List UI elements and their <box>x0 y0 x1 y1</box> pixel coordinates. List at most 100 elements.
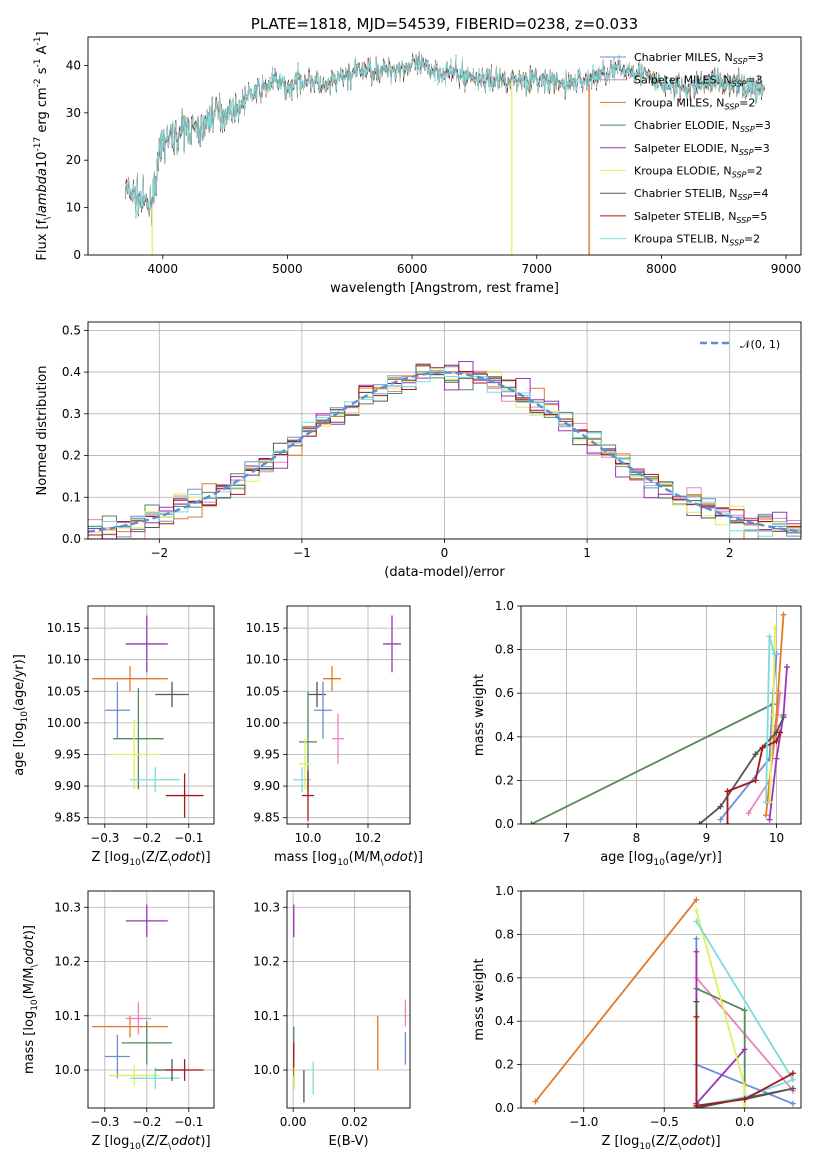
weight-marker <box>693 907 700 914</box>
axes-frame <box>520 890 802 1109</box>
y-tick-label: 10.3 <box>253 900 280 914</box>
weight-marker <box>772 624 779 631</box>
y-tick-label: 10.10 <box>246 653 280 667</box>
x-tick-label: 8 <box>633 831 641 845</box>
weight-marker <box>773 755 780 762</box>
weight-marker <box>724 821 731 824</box>
legend-label: Salpeter MILES, NSSP=3 <box>634 74 763 89</box>
plot-area <box>528 611 790 824</box>
x-tick-label: 0 <box>441 546 449 560</box>
axes-frame <box>286 890 411 1109</box>
y-tick-label: 0.2 <box>495 1058 514 1072</box>
axes-frame <box>87 890 215 1109</box>
x-tick-label: −0.3 <box>90 1115 119 1129</box>
x-tick-label: −1.0 <box>569 1115 598 1129</box>
axes-frame <box>286 605 411 825</box>
x-tick-label: 9000 <box>771 262 802 276</box>
y-axis-label: Normed distribution <box>35 366 50 496</box>
x-tick-label: −0.3 <box>90 831 119 845</box>
plot-area <box>293 615 401 821</box>
plot-area <box>92 904 204 1090</box>
weight-line <box>534 899 698 1103</box>
y-axis-label: mass weight <box>472 958 487 1040</box>
x-tick-label: 5000 <box>272 262 303 276</box>
y-tick-label: 0.6 <box>495 686 514 700</box>
weight-marker <box>696 821 703 824</box>
legend-label: Salpeter STELIB, NSSP=5 <box>634 210 767 225</box>
plot-area <box>88 361 801 539</box>
weight-line <box>747 693 781 814</box>
y-tick-label: 0.0 <box>62 532 81 546</box>
y-tick-label: 10.2 <box>253 955 280 969</box>
y-tick-label: 10.05 <box>246 684 280 698</box>
y-tick-label: 0.8 <box>495 643 514 657</box>
weight-marker <box>724 788 731 795</box>
y-tick-label: 0.2 <box>495 773 514 787</box>
weight-marker <box>693 935 700 942</box>
legend-label: Kroupa MILES, NSSP=2 <box>634 96 755 111</box>
y-tick-label: 9.85 <box>54 811 81 825</box>
axes-frame <box>520 605 802 825</box>
legend-label: Chabrier STELIB, NSSP=4 <box>634 187 768 202</box>
y-tick-label: 0.4 <box>62 365 81 379</box>
x-tick-label: 10.2 <box>355 831 382 845</box>
x-tick-label: 9 <box>703 831 711 845</box>
weight-marker <box>741 1105 748 1108</box>
y-tick-label: 0.4 <box>495 1014 514 1028</box>
y-axis-label: mass [log10​(M/M\​odot)] <box>22 925 40 1074</box>
weight-marker <box>717 803 724 810</box>
weight-marker <box>741 1083 748 1090</box>
y-tick-label: 0.3 <box>62 407 81 421</box>
x-axis-label: Z [log10​(Z/Z\​odot)] <box>91 850 210 868</box>
x-axis-label: E(B-V) <box>328 1134 368 1149</box>
weight-marker <box>528 821 535 824</box>
x-tick-label: 0.00 <box>280 1115 307 1129</box>
weight-marker <box>717 816 724 823</box>
y-tick-label: 0.8 <box>495 927 514 941</box>
x-tick-label: −0.2 <box>132 1115 161 1129</box>
weight-marker <box>789 1070 796 1077</box>
x-tick-label: −0.1 <box>174 1115 203 1129</box>
legend-label: Chabrier MILES, NSSP=3 <box>634 51 764 66</box>
y-tick-label: 0.1 <box>62 490 81 504</box>
weight-marker <box>766 816 773 823</box>
weight-marker <box>789 1076 796 1083</box>
x-tick-label: 7000 <box>521 262 552 276</box>
x-tick-label: −1 <box>293 546 311 560</box>
x-axis-label: wavelength [Angstrom, rest frame] <box>330 281 559 296</box>
weight-marker <box>789 1085 796 1092</box>
weight-marker <box>745 810 752 817</box>
y-tick-label: 10 <box>66 201 81 215</box>
weight-marker <box>741 1096 748 1103</box>
x-axis-label: age [log10​(age/yr)] <box>600 850 722 868</box>
x-tick-label: 1 <box>583 546 591 560</box>
weight-marker <box>780 714 787 721</box>
weight-line <box>695 910 746 1108</box>
y-tick-label: 10.00 <box>246 716 280 730</box>
y-tick-label: 30 <box>66 106 81 120</box>
y-tick-label: 9.95 <box>54 747 81 761</box>
legend-label: Kroupa ELODIE, NSSP=2 <box>634 165 763 180</box>
plot-area <box>532 896 796 1108</box>
y-tick-label: 9.95 <box>253 747 280 761</box>
weight-marker <box>763 812 769 819</box>
x-tick-label: 7 <box>563 831 571 845</box>
y-tick-label: 0.2 <box>62 449 81 463</box>
legend-label: Kroupa STELIB, NSSP=2 <box>634 233 760 248</box>
weight-line <box>768 666 788 820</box>
weight-marker <box>763 799 769 806</box>
x-tick-label: 0.02 <box>341 1115 368 1129</box>
y-axis-label: mass weight <box>472 674 487 756</box>
plot-area <box>125 51 765 255</box>
weight-marker <box>766 633 773 640</box>
y-tick-label: 1.0 <box>495 599 514 613</box>
weight-line <box>695 1016 794 1107</box>
weight-marker <box>773 738 780 745</box>
weight-marker <box>741 1046 748 1053</box>
y-tick-label: 0.0 <box>495 1101 514 1115</box>
weight-marker <box>693 1013 700 1020</box>
weight-marker <box>770 712 776 718</box>
y-tick-label: 10.3 <box>54 900 81 914</box>
weight-marker <box>780 611 787 618</box>
